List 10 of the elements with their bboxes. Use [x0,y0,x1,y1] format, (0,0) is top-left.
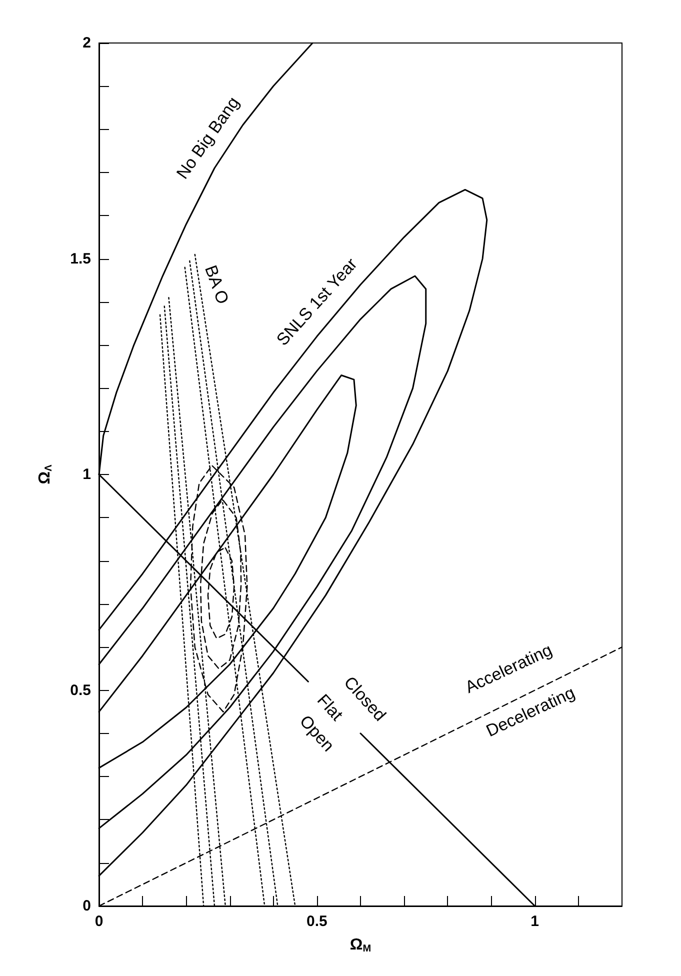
y-tick-label: 1.5 [70,250,91,268]
y-tick-label: 2 [82,34,91,52]
annotation: BA O [200,262,232,307]
y-axis-title: ΩΛ [36,464,54,484]
x-tick-label: 0 [94,913,104,930]
x-tick-label: 0.5 [306,913,328,930]
y-tick-label: 1 [82,466,91,483]
x-tick-label: 1 [530,913,540,930]
y-tick-label: 0.5 [70,682,91,699]
y-tick-label: 0 [82,898,91,914]
